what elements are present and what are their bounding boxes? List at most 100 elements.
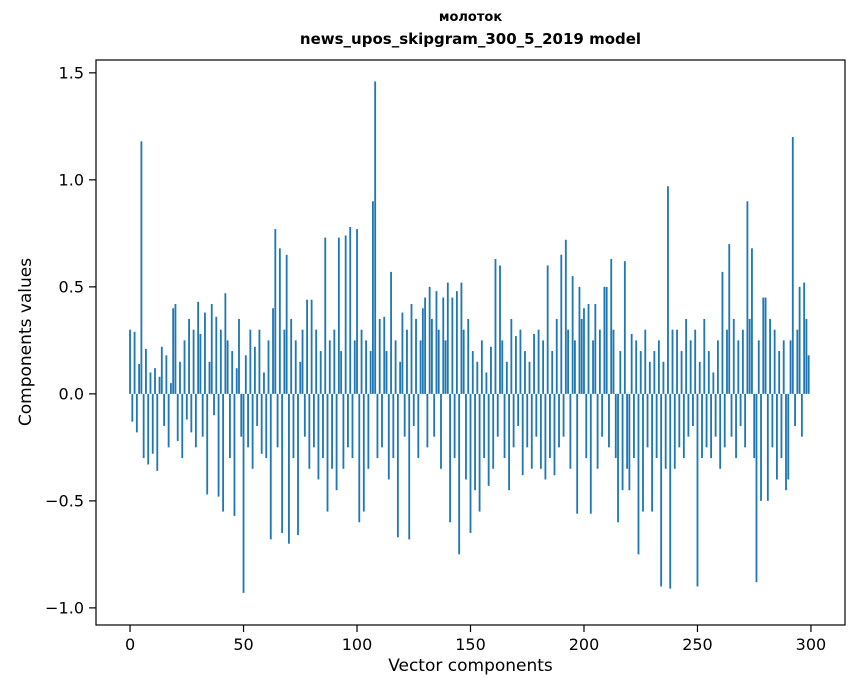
bar (739, 393, 742, 426)
bar (467, 318, 470, 394)
bar (621, 393, 624, 491)
bar (362, 393, 365, 512)
bar (549, 393, 551, 459)
plot-border (95, 59, 846, 626)
bar (208, 361, 211, 394)
bar (533, 333, 535, 394)
bar (190, 393, 193, 433)
bar (322, 393, 324, 459)
bar (188, 318, 190, 394)
bar (387, 393, 390, 480)
bar (347, 393, 349, 448)
bar (682, 393, 685, 459)
bar (365, 340, 367, 394)
bar (478, 393, 481, 512)
bar (356, 229, 358, 394)
bar (410, 303, 413, 394)
bar (133, 331, 136, 394)
bar (535, 393, 538, 437)
x-tick-label: 250 (682, 635, 713, 654)
bar (748, 318, 751, 394)
bar (578, 286, 581, 394)
bar (260, 393, 263, 454)
bar (204, 312, 206, 394)
chart-subtitle: news_upos_skipgram_300_5_2019 model (299, 29, 642, 48)
bar (140, 141, 143, 394)
bar (764, 297, 767, 394)
bar (689, 340, 692, 394)
bar (617, 393, 619, 523)
bar (169, 383, 172, 394)
bar (644, 329, 647, 394)
bar (233, 393, 236, 516)
x-axis-label: Vector components (388, 656, 553, 676)
bar (614, 393, 617, 459)
bar (585, 393, 588, 459)
bar (760, 393, 762, 501)
bar (145, 348, 147, 394)
bar (206, 393, 209, 495)
bar (437, 329, 440, 394)
bar (465, 393, 467, 480)
bar (272, 308, 274, 394)
bar (648, 361, 651, 394)
bar (147, 393, 150, 465)
bar (274, 229, 277, 394)
bar (576, 393, 579, 514)
bar (741, 329, 744, 394)
bar (653, 351, 656, 394)
bar (172, 308, 175, 394)
bar (623, 261, 626, 394)
bar (562, 393, 565, 437)
bar (306, 299, 308, 394)
bar (569, 393, 572, 469)
bar (174, 303, 177, 394)
bar (492, 393, 495, 469)
bar (213, 393, 215, 416)
bar (156, 393, 159, 471)
bar (165, 355, 168, 394)
bar (655, 393, 658, 459)
bar (746, 201, 749, 394)
bar (696, 393, 699, 587)
x-tick-label: 0 (125, 635, 135, 654)
bar (458, 393, 461, 555)
bar (474, 393, 476, 491)
bar (766, 393, 769, 501)
bar (603, 286, 606, 394)
bar (412, 393, 415, 426)
bar (290, 318, 293, 394)
bar (312, 393, 315, 448)
bar (131, 393, 134, 422)
bar (594, 303, 597, 394)
bar (762, 297, 765, 394)
y-tick-label: −1.0 (45, 598, 84, 617)
bar (646, 393, 649, 448)
bar (494, 259, 497, 394)
bar (442, 297, 445, 394)
bar (303, 393, 306, 437)
bar (633, 393, 635, 459)
bar (685, 318, 688, 394)
bar (469, 393, 472, 533)
bar (460, 282, 463, 394)
bar (692, 393, 694, 426)
bar (247, 393, 249, 448)
bar (528, 361, 531, 394)
bar (301, 329, 304, 394)
bar (471, 351, 474, 394)
bar (657, 340, 660, 394)
bar (369, 351, 372, 394)
bar (723, 393, 726, 448)
bar (374, 81, 377, 394)
bar (415, 318, 417, 394)
bar (278, 248, 281, 394)
bar (710, 393, 712, 459)
bar (789, 340, 792, 394)
bar (201, 393, 204, 437)
bar (349, 226, 352, 394)
bar (462, 329, 465, 394)
y-tick-label: 0.0 (59, 384, 84, 403)
x-tick-label: 100 (342, 635, 373, 654)
